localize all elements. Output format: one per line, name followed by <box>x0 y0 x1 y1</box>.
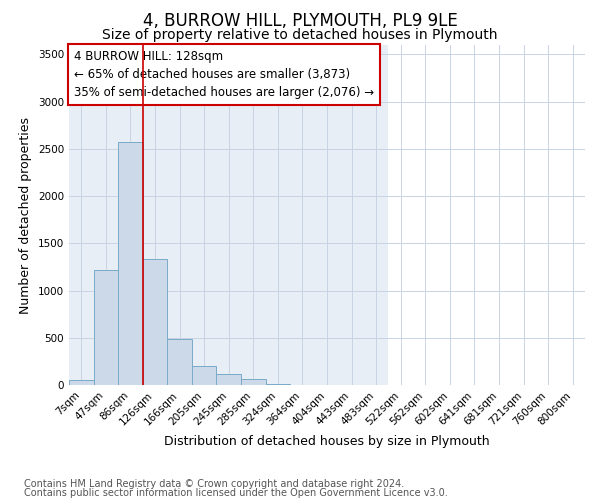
Bar <box>192 366 217 385</box>
Text: 4 BURROW HILL: 128sqm
← 65% of detached houses are smaller (3,873)
35% of semi-d: 4 BURROW HILL: 128sqm ← 65% of detached … <box>74 50 374 99</box>
Text: Contains public sector information licensed under the Open Government Licence v3: Contains public sector information licen… <box>24 488 448 498</box>
Bar <box>143 260 167 385</box>
Text: Size of property relative to detached houses in Plymouth: Size of property relative to detached ho… <box>102 28 498 42</box>
Bar <box>217 374 241 385</box>
Bar <box>167 338 192 385</box>
Bar <box>94 270 118 385</box>
Bar <box>69 380 94 385</box>
Y-axis label: Number of detached properties: Number of detached properties <box>19 116 32 314</box>
X-axis label: Distribution of detached houses by size in Plymouth: Distribution of detached houses by size … <box>164 435 490 448</box>
Text: 4, BURROW HILL, PLYMOUTH, PL9 9LE: 4, BURROW HILL, PLYMOUTH, PL9 9LE <box>143 12 457 30</box>
Bar <box>241 380 266 385</box>
Bar <box>118 142 143 385</box>
Bar <box>266 384 290 385</box>
Text: Contains HM Land Registry data © Crown copyright and database right 2024.: Contains HM Land Registry data © Crown c… <box>24 479 404 489</box>
Bar <box>388 45 585 385</box>
